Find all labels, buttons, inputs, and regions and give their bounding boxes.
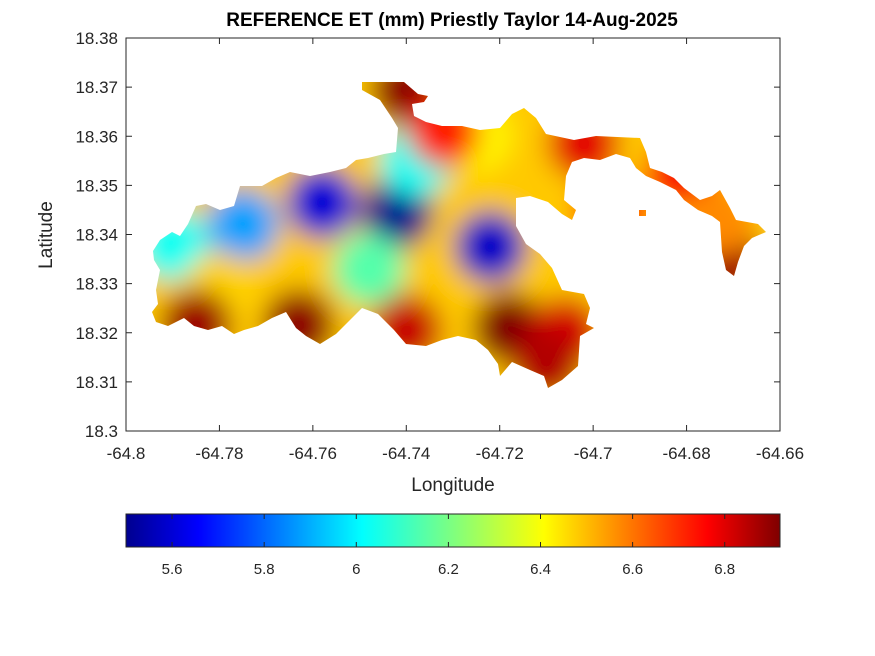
chart-title: REFERENCE ET (mm) Priestly Taylor 14-Aug… [226, 10, 678, 31]
y-axis-ticks: 18.3818.3718.3618.3518.3418.3318.3218.31… [75, 29, 780, 441]
x-tick-label: -64.76 [289, 444, 337, 463]
heatmap-cell-2 [454, 210, 527, 283]
colorbar [125, 513, 781, 548]
x-tick-label: -64.72 [476, 444, 524, 463]
colorbar-tick-label: 5.8 [254, 561, 275, 578]
heatmap-cell-1 [286, 166, 359, 239]
colorbar-tick-label: 5.6 [162, 561, 183, 578]
heatmap-cell-6 [332, 232, 405, 305]
x-axis-ticks: -64.8 -64.78 -64.76 -64.74 -64.72 -64.7 -64.68… [107, 38, 804, 463]
y-tick-label: 18.33 [75, 275, 118, 294]
x-axis-label: Longitude [411, 475, 494, 496]
y-tick-label: 18.34 [75, 226, 118, 245]
y-tick-label: 18.32 [75, 324, 118, 343]
x-tick-label: -64.66 [756, 444, 804, 463]
x-tick-label: -64.74 [382, 444, 430, 463]
x-tick-label: -64.7 [574, 444, 613, 463]
x-tick-label: -64.78 [195, 444, 243, 463]
x-tick-label: -64.8 [107, 444, 146, 463]
colorbar-tick-label: 6.2 [438, 561, 459, 578]
y-tick-label: 18.35 [75, 176, 118, 195]
colorbar-tick-label: 6.6 [622, 561, 643, 578]
colorbar-tick-label: 6.4 [530, 561, 551, 578]
y-tick-label: 18.3 [85, 422, 118, 441]
y-tick-label: 18.31 [75, 373, 118, 392]
y-tick-label: 18.37 [75, 78, 118, 97]
colorbar-ticks: 5.6 5.8 6 6.2 6.4 6.6 6.8 [162, 514, 735, 578]
y-tick-label: 18.36 [75, 127, 118, 146]
colorbar-tick-label: 6 [352, 561, 360, 578]
y-tick-label: 18.38 [75, 29, 118, 48]
x-tick-label: -64.68 [662, 444, 710, 463]
colorbar-tick-label: 6.8 [714, 561, 735, 578]
y-axis-label: Latitude [36, 201, 57, 269]
